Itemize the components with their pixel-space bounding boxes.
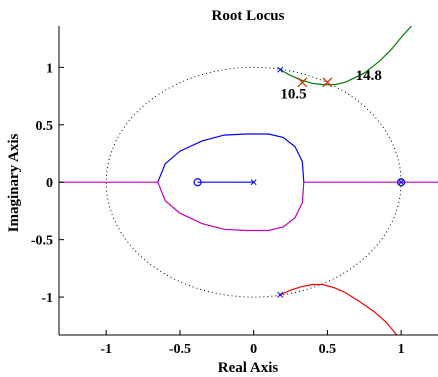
locus-branch-1 — [157, 181, 305, 232]
zero-marker-1 — [397, 178, 406, 187]
chart-title: Root Locus — [212, 8, 285, 24]
gain-marker-1 — [322, 77, 333, 88]
pole-marker-3 — [398, 179, 405, 186]
plot-area: 10.514.8-1 -0.5 0 0.5 110.50-0.5-1 — [31, 25, 438, 357]
x-tick-label-3: 0.5 — [319, 342, 337, 357]
x-tick-label-2: 0 — [250, 342, 257, 357]
pole-marker-2 — [250, 179, 257, 186]
locus-branch-0 — [157, 133, 305, 183]
x-tick-label-4: 1 — [398, 342, 405, 357]
x-axis-label: Real Axis — [218, 360, 279, 376]
gain-marker-0 — [297, 77, 308, 88]
y-tick-label-4: -1 — [41, 291, 53, 306]
pole-marker-0 — [277, 66, 284, 73]
gain-annotation-1: 14.8 — [356, 68, 382, 84]
x-tick-label-1: -0.5 — [169, 342, 191, 357]
y-axis-label: Imaginary Axis — [6, 133, 22, 232]
x-tick-label-0: -1 — [100, 342, 112, 357]
y-tick-label-1: 0.5 — [36, 119, 54, 134]
y-tick-label-2: 0 — [46, 176, 53, 191]
locus-branch-6 — [279, 283, 398, 336]
gain-annotation-0: 10.5 — [280, 86, 306, 102]
zero-marker-0 — [193, 178, 202, 187]
y-tick-label-3: -0.5 — [31, 234, 53, 249]
y-tick-label-0: 1 — [46, 61, 53, 76]
locus-branch-5 — [279, 25, 412, 86]
pole-marker-1 — [277, 291, 284, 298]
